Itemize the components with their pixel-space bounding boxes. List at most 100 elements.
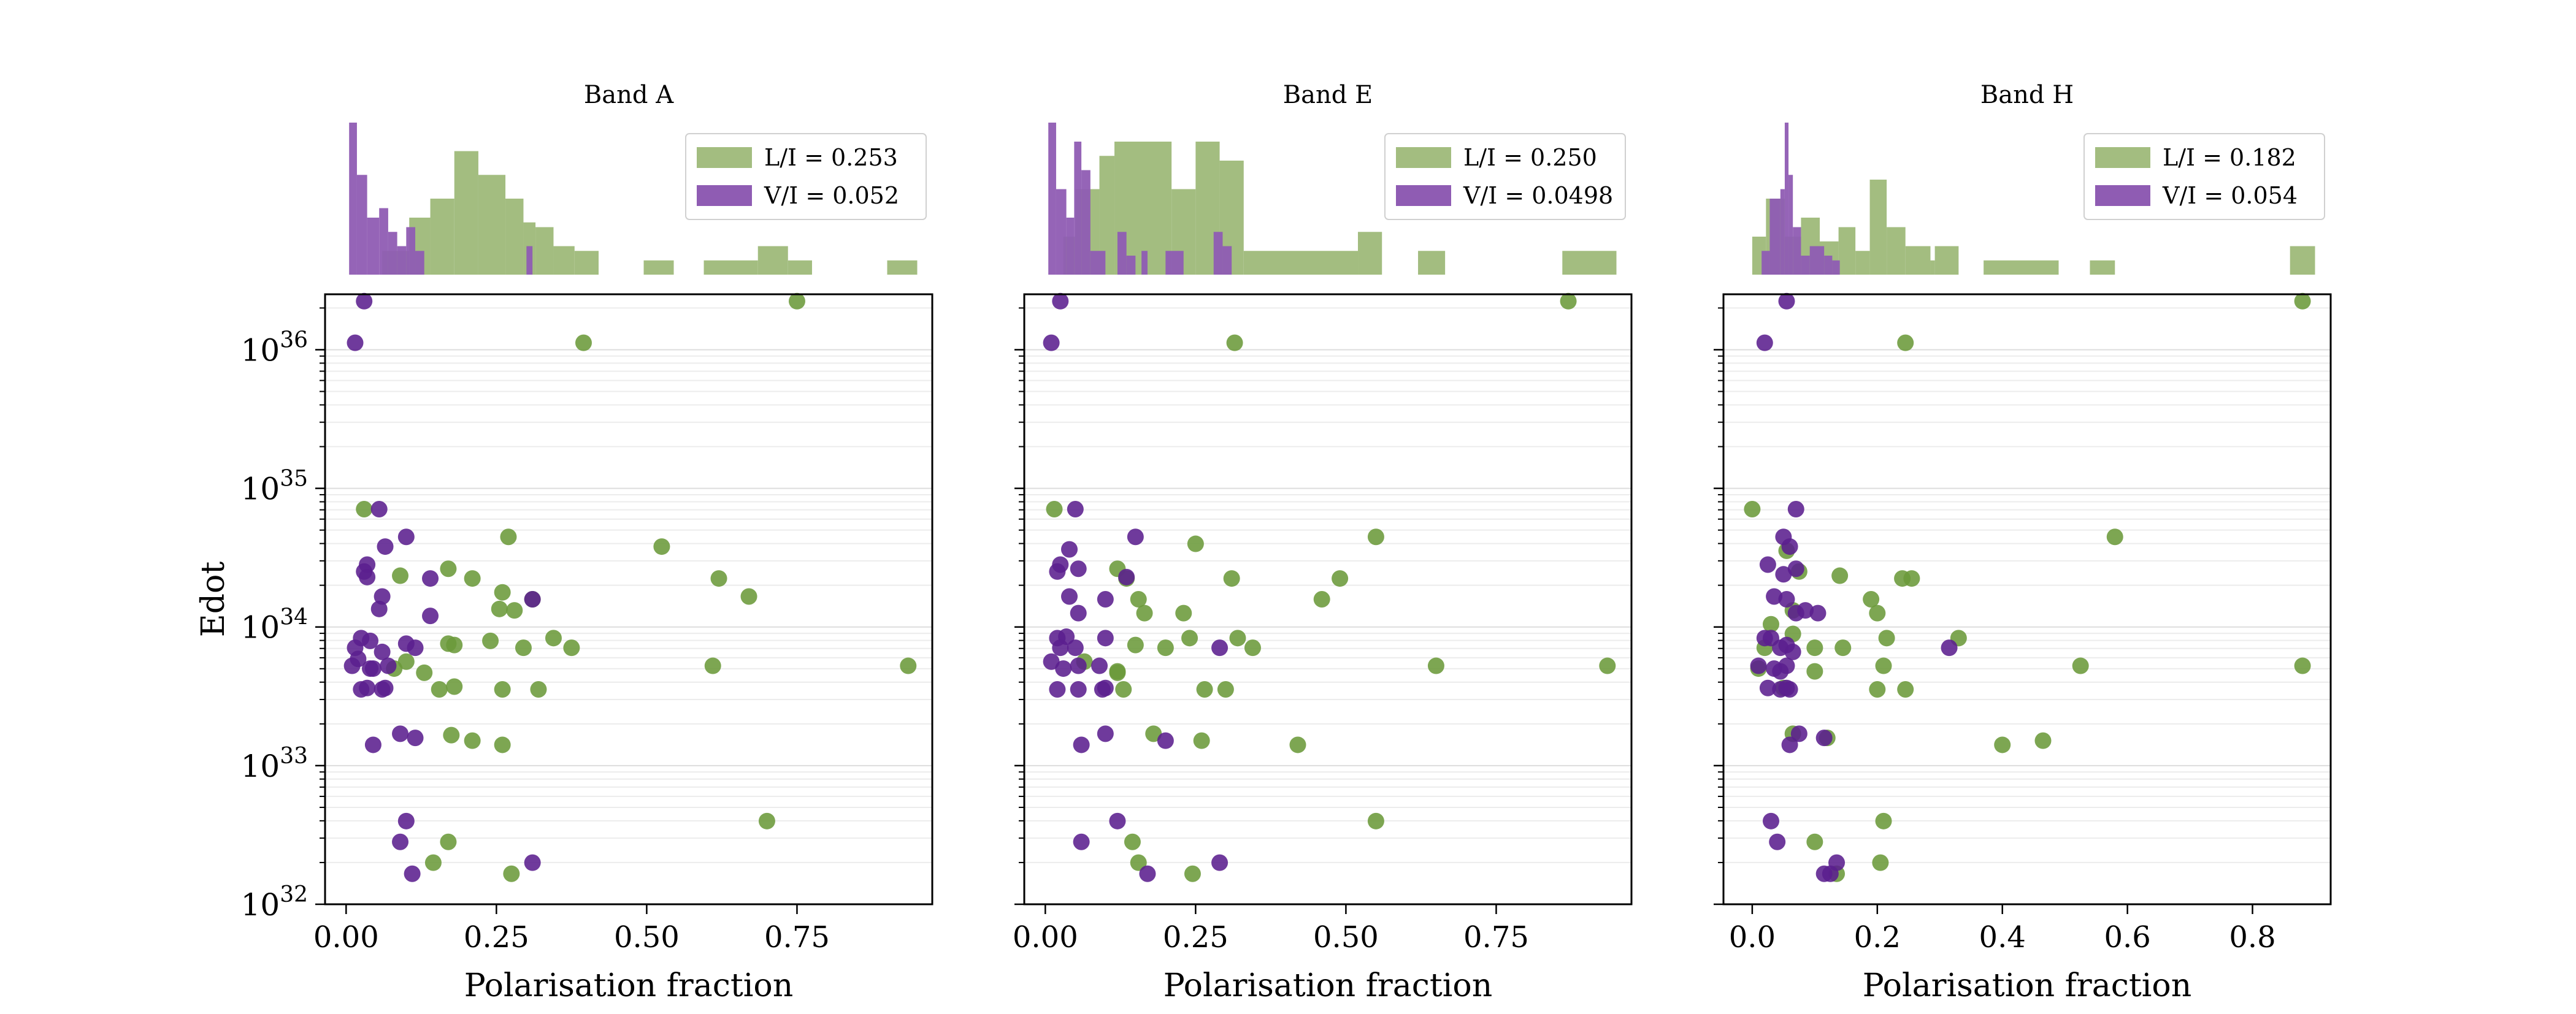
scatter-point: [1878, 630, 1895, 647]
scatter-point: [2106, 528, 2123, 546]
x-tick-label: 0.50: [1313, 920, 1379, 955]
scatter-point: [397, 812, 415, 829]
panel-band-h: 0.0 0.2 0.4 0.6 0.8 Polarisation fraction Band…: [1714, 81, 2332, 1004]
scatter-point: [446, 636, 463, 654]
scatter-point: [1787, 560, 1804, 578]
histogram-bar: [2090, 260, 2115, 275]
histogram-bar: [1869, 180, 1887, 275]
scatter-point: [1367, 528, 1384, 546]
scatter-point: [1109, 812, 1126, 829]
scatter-point: [343, 657, 361, 674]
scatter-point: [1229, 630, 1246, 647]
panel-title: Band E: [1283, 81, 1373, 109]
scatter-point: [1787, 501, 1804, 518]
scatter-point: [404, 865, 421, 882]
x-tick-label: 0.25: [1163, 920, 1229, 955]
scatter-point: [374, 588, 391, 605]
legend-swatch: [2095, 147, 2150, 168]
histogram-bar: [703, 260, 758, 275]
x-tick-label: 0.75: [764, 920, 830, 955]
histogram-bar: [1887, 227, 1906, 275]
scatter-point: [1127, 528, 1144, 546]
x-tick-label: 0.50: [614, 920, 680, 955]
scatter-point: [1762, 616, 1779, 633]
scatter-point: [377, 538, 394, 555]
scatter-point: [494, 680, 511, 698]
scatter-point: [392, 567, 409, 584]
y-tick-label: 1032: [241, 882, 308, 923]
panel-band-e: 0.00 0.25 0.50 0.75 Polarisation fraction Ban…: [1013, 81, 1633, 1004]
legend-swatch: [1396, 147, 1451, 168]
histogram-bar: [1984, 260, 2059, 275]
scatter-point: [1175, 604, 1192, 622]
histogram-bar: [379, 208, 388, 275]
scatter-point: [1055, 660, 1072, 677]
scatter-point: [1091, 657, 1108, 674]
scatter-point: [500, 528, 517, 546]
legend-label: L/I = 0.253: [764, 144, 898, 171]
scatter-point: [1834, 639, 1852, 657]
scatter-point: [788, 292, 805, 310]
axes-frame: [1722, 293, 2332, 905]
scatter-point: [1367, 812, 1384, 829]
scatter-point: [422, 608, 439, 625]
histogram-bar: [1117, 232, 1127, 275]
legend-label: V/I = 0.054: [2162, 182, 2298, 209]
scatter-point: [1211, 854, 1229, 871]
scatter-point: [1052, 639, 1069, 657]
histogram-bar: [1066, 218, 1075, 275]
histogram-bar: [454, 151, 478, 275]
x-tick-label: 0.00: [1013, 920, 1078, 955]
scatter-point: [1109, 664, 1126, 681]
scatter-point: [1097, 679, 1114, 696]
scatter-point: [380, 657, 397, 674]
histogram-bar: [349, 123, 357, 275]
scatter-point: [1193, 732, 1210, 749]
scatter-point: [1875, 657, 1892, 674]
scatter-point: [1778, 591, 1795, 608]
axes-frame: [1023, 293, 1633, 905]
histogram-bar: [1780, 189, 1785, 275]
legend-label: V/I = 0.052: [764, 182, 899, 209]
histogram-bar: [1056, 189, 1067, 275]
scatter-point: [1772, 663, 1789, 680]
scatter-point: [1184, 865, 1201, 882]
histogram-bar: [1048, 123, 1056, 275]
histogram-bar: [574, 251, 599, 275]
legend-swatch: [1396, 185, 1451, 206]
scatter-point: [1244, 639, 1261, 657]
scatter-point: [1897, 680, 1914, 698]
panel-band-a: 1032 1033 1034 1035 1036 0.00 0.25 0.50 0.75 Pola…: [241, 81, 933, 1004]
x-tick-label: 0.8: [2229, 920, 2275, 955]
scatter-point: [482, 632, 499, 649]
scatter-point: [1049, 680, 1066, 698]
scatter-point: [1781, 538, 1798, 555]
scatter-point: [370, 600, 388, 617]
legend-label: L/I = 0.182: [2163, 144, 2296, 171]
histogram-bar: [388, 232, 397, 275]
x-tick-label: 0.00: [313, 920, 379, 955]
histogram-bar: [1074, 142, 1082, 275]
scatter-point: [1097, 591, 1114, 608]
scatter-point: [1766, 588, 1783, 605]
scatter-point: [704, 657, 721, 674]
legend-label: L/I = 0.250: [1463, 144, 1597, 171]
scatter-point: [443, 726, 460, 744]
scatter-point: [524, 591, 541, 608]
scatter-point: [530, 680, 547, 698]
scatter-point: [1130, 591, 1147, 608]
scatter-point: [1903, 570, 1920, 587]
histogram-bar: [1934, 246, 1959, 275]
scatter-point: [1118, 568, 1135, 585]
scatter-point: [1046, 501, 1063, 518]
scatter-point: [364, 660, 381, 677]
histogram-bar: [643, 260, 674, 275]
scatter-point: [1831, 567, 1849, 584]
scatter-point: [1124, 833, 1141, 850]
scatter-point: [653, 538, 670, 555]
scatter-point: [1073, 833, 1090, 850]
histogram-bar: [887, 260, 918, 275]
scatter-point: [1863, 591, 1880, 608]
scatter-point: [2294, 292, 2311, 310]
